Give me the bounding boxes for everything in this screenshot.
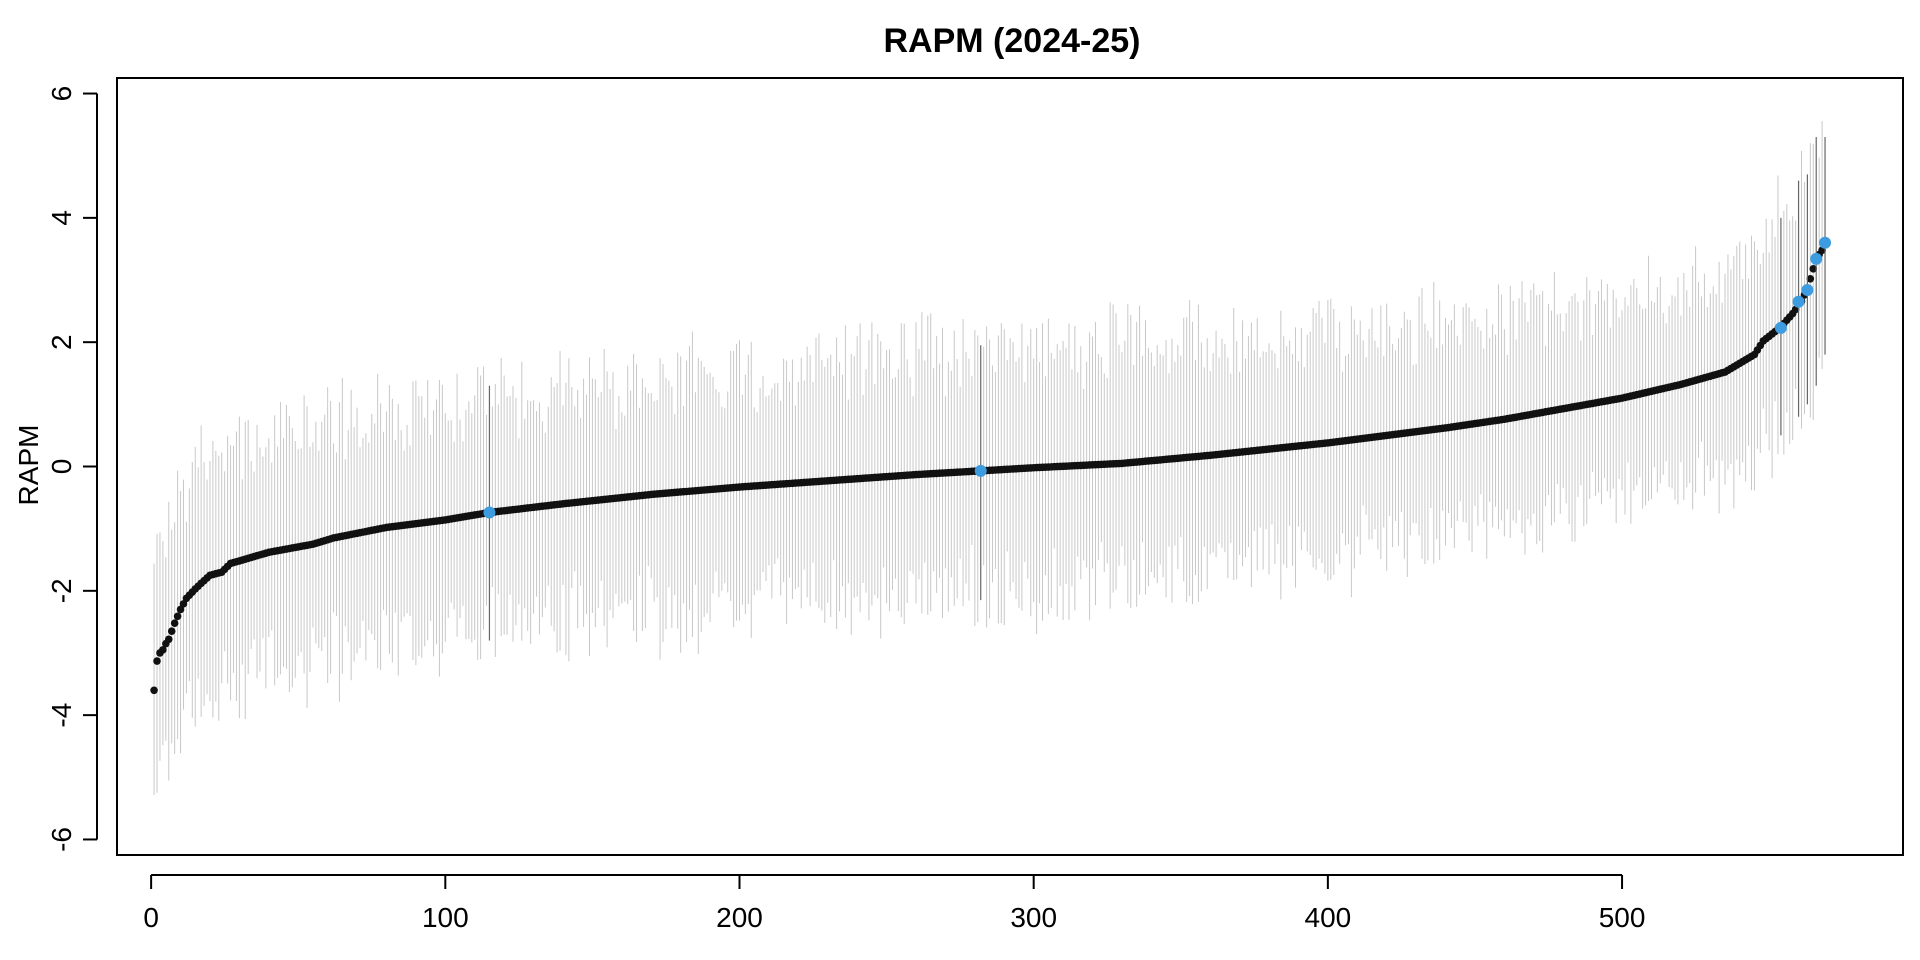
y-tick-label: -4 xyxy=(46,703,77,728)
data-point xyxy=(164,635,173,644)
y-tick-label: 4 xyxy=(46,210,77,226)
y-tick-label: -6 xyxy=(46,827,77,852)
highlight-point xyxy=(1774,321,1787,334)
data-point xyxy=(167,627,176,636)
highlight-point xyxy=(1801,283,1814,296)
data-point xyxy=(150,686,158,695)
plot-frame xyxy=(116,77,1904,856)
x-tick-label: 0 xyxy=(143,902,159,933)
data-point xyxy=(1806,274,1815,283)
data-point xyxy=(173,612,182,621)
x-tick-label: 500 xyxy=(1599,902,1646,933)
x-tick-label: 100 xyxy=(422,902,469,933)
data-point xyxy=(159,646,167,654)
x-tick-label: 200 xyxy=(716,902,763,933)
y-tick-label: 6 xyxy=(46,86,77,102)
data-point xyxy=(170,619,179,627)
y-tick-label: 0 xyxy=(46,459,77,475)
data-point xyxy=(153,657,161,665)
highlight-point xyxy=(1819,236,1832,249)
error-bars xyxy=(153,121,1823,795)
chart-title: RAPM (2024-25) xyxy=(884,22,1141,60)
y-axis-label: RAPM xyxy=(13,425,44,506)
highlight-point xyxy=(974,464,987,477)
x-tick-label: 300 xyxy=(1010,902,1057,933)
data-point xyxy=(1809,265,1818,273)
highlighted-points xyxy=(483,137,1832,641)
axes: 0 100 200 300 400 500 -6 -4 -2 0 2 4 6 xyxy=(46,86,1645,933)
y-tick-label: -2 xyxy=(46,578,77,603)
highlight-point xyxy=(483,506,496,519)
highlight-point xyxy=(1792,295,1805,308)
highlight-point xyxy=(1810,252,1823,265)
x-tick-label: 400 xyxy=(1305,902,1352,933)
data-points xyxy=(150,246,1826,695)
y-tick-label: 2 xyxy=(46,334,77,350)
data-point xyxy=(176,605,185,614)
data-point xyxy=(179,600,188,608)
